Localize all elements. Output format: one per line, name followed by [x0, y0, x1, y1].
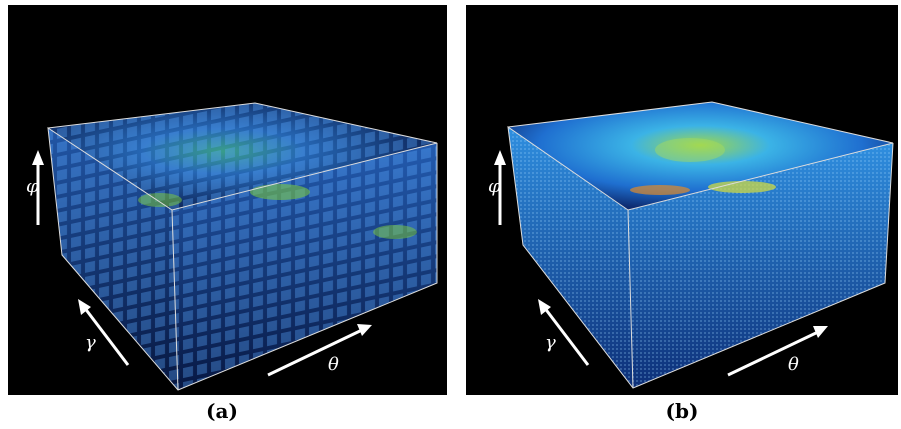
axis-label: θ: [328, 354, 339, 375]
figure: φ γ θ (a) φ γ θ (b): [0, 0, 901, 429]
axis-label: φ: [488, 176, 501, 197]
axis-label: γ: [545, 332, 556, 353]
axis-label: φ: [26, 176, 39, 197]
axis-label: γ: [85, 332, 96, 353]
panel-caption: (b): [666, 399, 699, 423]
axis-label: θ: [788, 354, 799, 375]
panel-caption: (a): [206, 399, 238, 423]
page: φ γ θ (a) φ γ θ (b) (() => { const data …: [0, 0, 901, 429]
